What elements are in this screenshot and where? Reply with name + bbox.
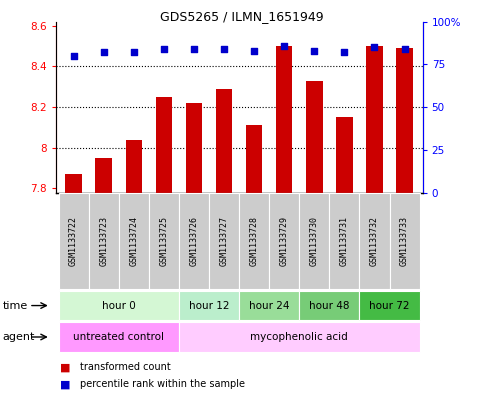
Text: GSM1133728: GSM1133728 (250, 216, 258, 266)
Point (100, 49, 108, 55)
Bar (306, 81, 323, 193)
Bar (209, 193, 239, 289)
Bar (179, 193, 209, 289)
Bar (89, 193, 119, 289)
Point (280, 42, 288, 49)
Bar (65, 174, 82, 193)
Bar (336, 117, 353, 193)
Text: GSM1133731: GSM1133731 (340, 216, 349, 266)
Text: time: time (2, 301, 28, 310)
Bar (179, 322, 420, 352)
Bar (239, 193, 269, 289)
Text: untreated control: untreated control (73, 332, 164, 342)
Text: GSM1133724: GSM1133724 (129, 216, 138, 266)
Text: mycophenolic acid: mycophenolic acid (250, 332, 348, 342)
Bar (329, 193, 359, 289)
Bar (58, 291, 179, 320)
Text: GSM1133722: GSM1133722 (69, 216, 78, 266)
Bar (58, 193, 89, 289)
Bar (366, 46, 383, 193)
Text: agent: agent (2, 332, 35, 342)
Text: hour 0: hour 0 (102, 301, 136, 310)
Bar (299, 193, 329, 289)
Text: GSM1133730: GSM1133730 (310, 216, 319, 266)
Bar (276, 46, 293, 193)
Point (220, 46, 228, 52)
Text: percentile rank within the sample: percentile rank within the sample (80, 379, 245, 389)
Bar (156, 97, 172, 193)
Text: GSM1133727: GSM1133727 (220, 216, 228, 266)
Bar (389, 193, 420, 289)
Bar (185, 103, 202, 193)
Bar (179, 291, 239, 320)
Point (130, 49, 138, 55)
Bar (359, 193, 389, 289)
Text: hour 72: hour 72 (369, 301, 410, 310)
Bar (246, 125, 262, 193)
Bar (239, 291, 299, 320)
Bar (216, 89, 232, 193)
Text: ■: ■ (60, 362, 71, 373)
Point (370, 44, 378, 50)
Point (190, 46, 198, 52)
Bar (396, 48, 413, 193)
Bar (58, 322, 179, 352)
Text: GSM1133723: GSM1133723 (99, 216, 108, 266)
Text: GSM1133729: GSM1133729 (280, 216, 289, 266)
Text: GSM1133733: GSM1133733 (400, 216, 409, 266)
Bar (269, 193, 299, 289)
Bar (96, 158, 112, 193)
Bar (126, 140, 142, 193)
Bar (149, 193, 179, 289)
Text: hour 12: hour 12 (189, 301, 229, 310)
Bar (359, 291, 420, 320)
Bar (299, 291, 359, 320)
Text: hour 24: hour 24 (249, 301, 289, 310)
Point (311, 48, 318, 54)
Bar (119, 193, 149, 289)
Point (401, 46, 409, 52)
Text: hour 48: hour 48 (309, 301, 350, 310)
Point (341, 49, 348, 55)
Text: ■: ■ (60, 379, 71, 389)
Point (160, 46, 168, 52)
Text: GDS5265 / ILMN_1651949: GDS5265 / ILMN_1651949 (160, 10, 323, 23)
Text: GSM1133726: GSM1133726 (189, 216, 199, 266)
Text: GSM1133732: GSM1133732 (370, 216, 379, 266)
Text: GSM1133725: GSM1133725 (159, 216, 169, 266)
Text: transformed count: transformed count (80, 362, 170, 373)
Point (70, 53, 77, 59)
Point (250, 48, 258, 54)
